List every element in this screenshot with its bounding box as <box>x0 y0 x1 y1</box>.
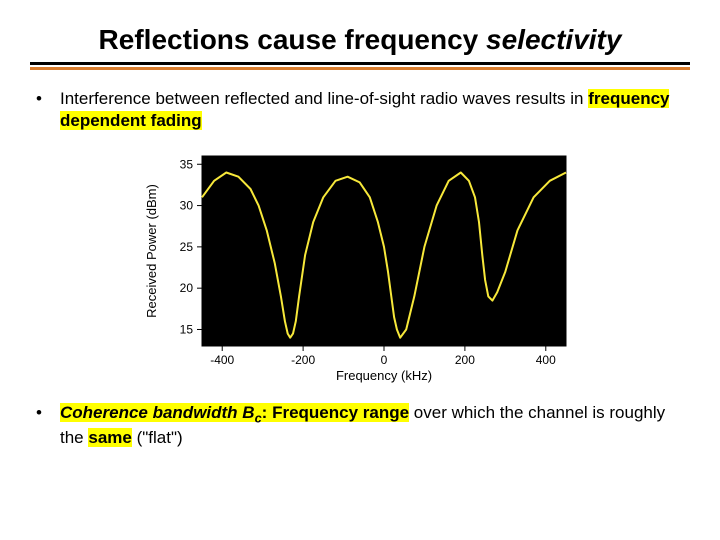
svg-text:20: 20 <box>180 281 194 295</box>
svg-text:35: 35 <box>180 157 194 171</box>
bullet2-pre: Coherence bandwidth <box>60 403 242 422</box>
bullet2-hl2: Frequency range <box>272 403 409 422</box>
svg-text:-400: -400 <box>210 353 234 367</box>
bullet-marker: • <box>36 88 60 110</box>
bullet-2-text: Coherence bandwidth Bc: Frequency range … <box>60 402 684 449</box>
bullet2-mid: : <box>262 403 272 422</box>
bullet-1-text: Interference between reflected and line-… <box>60 88 684 132</box>
svg-text:25: 25 <box>180 240 194 254</box>
bullet2-end: ("flat") <box>132 428 183 447</box>
svg-text:15: 15 <box>180 323 194 337</box>
svg-text:0: 0 <box>381 353 388 367</box>
slide-title: Reflections cause frequency selectivity <box>30 24 690 56</box>
chart-container: -400 -200 0 200 400 15 20 25 30 35 Frequency (kHz)… <box>30 146 690 386</box>
svg-text:200: 200 <box>455 353 475 367</box>
received-power-chart: -400 -200 0 200 400 15 20 25 30 35 Frequency (kHz)… <box>140 146 580 386</box>
bullet1-pre: Interference between reflected and line-… <box>60 89 588 108</box>
divider-black <box>30 62 690 65</box>
title-pre: Reflections cause frequency <box>99 24 486 55</box>
title-italic: selectivity <box>486 24 621 55</box>
svg-text:400: 400 <box>536 353 556 367</box>
svg-text:Received Power (dBm): Received Power (dBm) <box>144 184 159 318</box>
bullet-marker: • <box>36 402 60 424</box>
bullet2-bc: Bc <box>242 403 261 422</box>
svg-text:Frequency (kHz): Frequency (kHz) <box>336 368 432 383</box>
svg-text:30: 30 <box>180 199 194 213</box>
divider-orange <box>30 67 690 70</box>
svg-text:-200: -200 <box>291 353 315 367</box>
bullet-1: • Interference between reflected and lin… <box>30 88 690 132</box>
bullet2-hl3: same <box>88 428 131 447</box>
bullet-2: • Coherence bandwidth Bc: Frequency rang… <box>30 402 690 449</box>
